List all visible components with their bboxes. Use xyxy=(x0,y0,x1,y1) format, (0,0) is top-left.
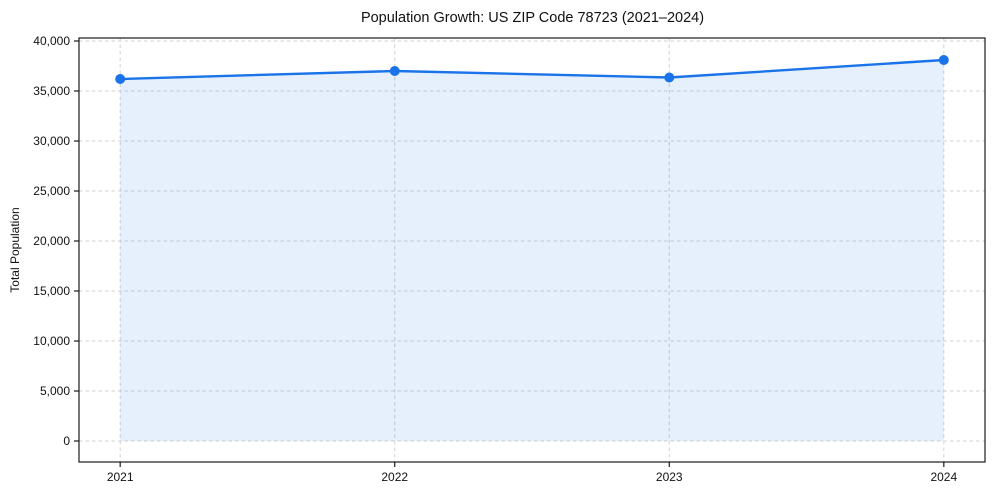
chart-title: Population Growth: US ZIP Code 78723 (20… xyxy=(360,10,705,26)
y-tick-label: 30,000 xyxy=(33,134,70,148)
data-point xyxy=(938,55,949,65)
axes-frame xyxy=(78,37,986,463)
x-tick-label: 2024 xyxy=(930,470,957,484)
data-point xyxy=(389,66,400,76)
data-point xyxy=(115,74,126,84)
y-tick-label: 10,000 xyxy=(33,334,70,348)
y-tick-label: 0 xyxy=(63,434,70,448)
y-tick-label: 5,000 xyxy=(40,384,70,398)
x-tick-label: 2021 xyxy=(107,470,134,484)
y-tick-label: 20,000 xyxy=(33,234,70,248)
data-point xyxy=(664,72,675,83)
x-tick-label: 2022 xyxy=(381,470,408,484)
area-fill xyxy=(120,60,944,441)
series-line xyxy=(118,58,946,81)
y-tick-label: 25,000 xyxy=(33,184,70,198)
y-tick-label: 40,000 xyxy=(33,34,70,48)
y-tick-label: 15,000 xyxy=(33,284,70,298)
x-tick-label: 2023 xyxy=(656,470,683,484)
y-tick-label: 35,000 xyxy=(33,84,70,98)
